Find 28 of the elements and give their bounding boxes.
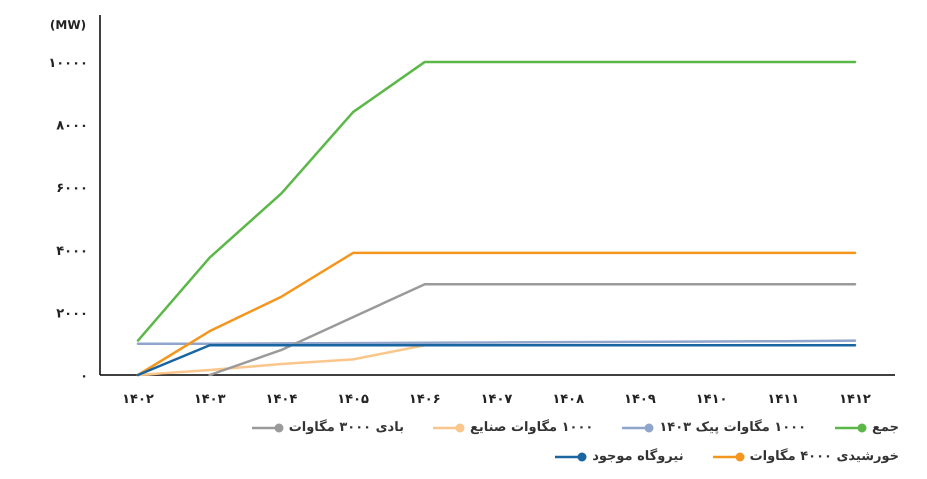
x-tick-label: ۱۴۰۸ xyxy=(552,392,584,407)
legend-label: نیروگاه موجود xyxy=(592,449,684,464)
y-tick-label: ۴۰۰۰ xyxy=(56,244,88,259)
x-tick-label: ۱۴۰۵ xyxy=(337,392,370,407)
y-tick-label: ۱۰۰۰۰ xyxy=(48,56,88,71)
x-tick-label: ۱۴۱۰ xyxy=(696,392,728,407)
legend-label: ۱۰۰۰ مگاوات صنایع xyxy=(470,420,594,435)
line-series xyxy=(208,282,856,376)
x-tick-label: ۱۴۰۳ xyxy=(194,392,226,407)
x-tick-label: ۱۴۰۷ xyxy=(480,392,512,407)
legend-label: خورشیدی ۴۰۰۰ مگاوات xyxy=(750,449,899,464)
legend-label: ۱۰۰۰ مگاوات پیک ۱۴۰۳ xyxy=(659,420,806,435)
legend-label: بادی ۳۰۰۰ مگاوات xyxy=(288,420,404,435)
y-axis-title: (MW) xyxy=(50,18,86,32)
x-tick-label: ۱۴۰۹ xyxy=(624,392,656,407)
y-tick-label: ۲۰۰۰ xyxy=(56,306,88,322)
line-series xyxy=(136,344,426,376)
x-tick-label: ۱۴۰۲ xyxy=(122,392,154,407)
y-tick-label: ۶۰۰۰ xyxy=(56,181,88,196)
line-series xyxy=(136,60,856,342)
x-tick-label: ۱۴۰۶ xyxy=(408,392,441,407)
line-series xyxy=(136,252,856,376)
x-tick-label: ۱۴۰۴ xyxy=(266,392,298,407)
legend-label: جمع xyxy=(872,420,899,435)
x-tick-label: ۱۴۱۱ xyxy=(767,392,800,407)
y-tick-label: ۰ xyxy=(80,369,88,384)
x-tick-label: ۱۴۱۲ xyxy=(839,392,871,407)
y-tick-label: ۸۰۰۰ xyxy=(56,118,88,134)
